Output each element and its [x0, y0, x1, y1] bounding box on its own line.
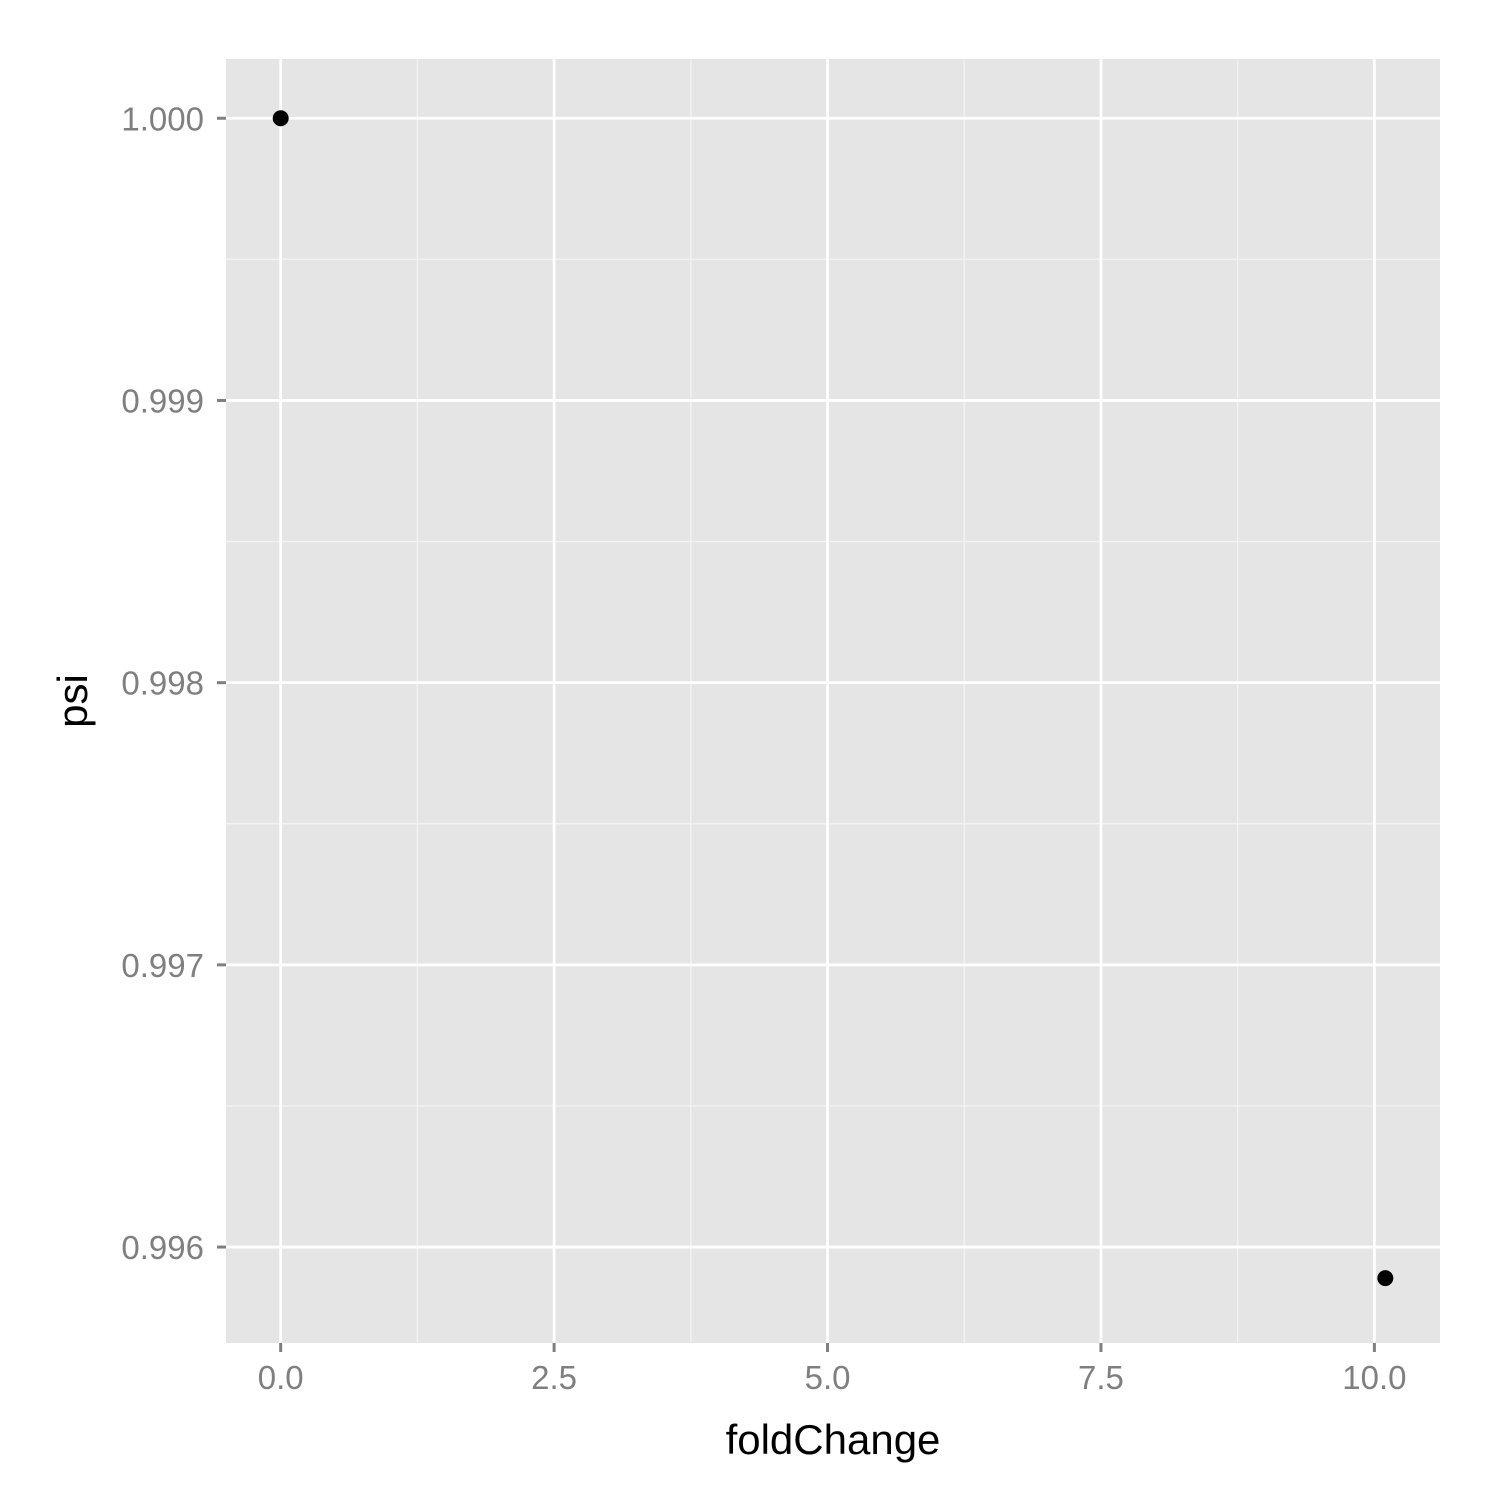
data-points: [272, 110, 1394, 1287]
x-tick-label: 0.0: [258, 1359, 304, 1396]
x-axis-title: foldChange: [726, 1416, 941, 1463]
y-tick-label: 0.996: [121, 1229, 204, 1266]
x-tick-label: 7.5: [1078, 1359, 1124, 1396]
data-point: [272, 110, 289, 127]
data-point: [1377, 1270, 1394, 1287]
plot-panel: [226, 59, 1440, 1343]
x-tick-label: 2.5: [531, 1359, 577, 1396]
x-tick-label: 5.0: [805, 1359, 851, 1396]
y-tick-label: 0.998: [121, 665, 204, 702]
y-tick-label: 0.997: [121, 947, 204, 984]
x-tick-label: 10.0: [1342, 1359, 1406, 1396]
minor-gridlines: [226, 59, 1440, 1343]
major-gridlines: [226, 59, 1440, 1343]
y-axis-title: psi: [49, 674, 96, 728]
y-tick-label: 0.999: [121, 382, 204, 419]
y-axis: 0.996 0.997 0.998 0.999 1.000: [121, 100, 226, 1266]
y-tick-label: 1.000: [121, 100, 204, 137]
x-axis: 0.0 2.5 5.0 7.5 10.0: [258, 1343, 1406, 1396]
